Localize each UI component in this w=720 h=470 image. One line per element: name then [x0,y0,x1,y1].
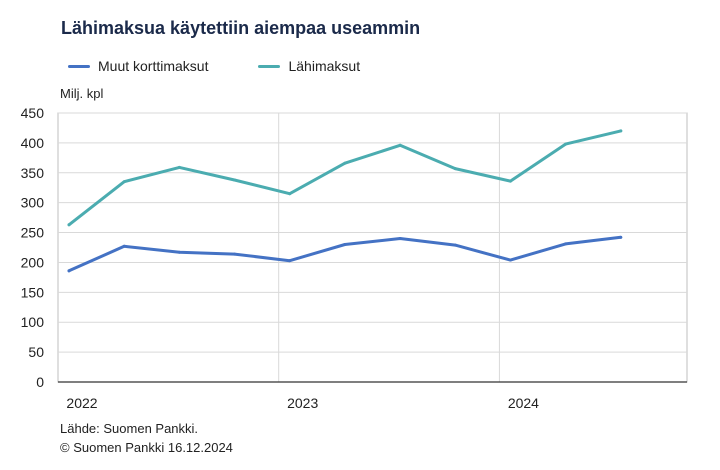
source-note: Lähde: Suomen Pankki. [60,421,199,436]
copyright-note: © Suomen Pankki 16.12.2024 [60,440,233,455]
data-point [564,142,568,146]
data-point [343,243,347,247]
legend-item: Muut korttimaksut [68,58,208,74]
data-point [508,258,512,262]
data-point [619,129,623,133]
data-point [122,180,126,184]
legend-swatch [68,64,90,68]
legend-item: Lähimaksut [258,58,360,74]
x-tick-label: 2023 [287,395,318,411]
legend: Muut korttimaksut Lähimaksut [68,58,360,74]
data-point [67,269,71,273]
series-line-muut-korttimaksut [67,235,623,273]
data-point [122,244,126,248]
chart-title: Lähimaksua käytettiin aiempaa useammin [61,18,421,38]
y-tick-label: 200 [21,254,45,270]
x-tick-label: 2024 [508,395,539,411]
y-tick-label: 100 [21,314,45,330]
y-tick-label: 50 [28,344,44,360]
data-point [398,237,402,241]
y-tick-label: 150 [21,284,45,300]
series-line-lahimaksut [67,129,623,227]
data-point [177,250,181,254]
data-point [398,143,402,147]
y-tick-label: 250 [21,225,45,241]
data-point [508,179,512,183]
legend-label: Muut korttimaksut [98,58,209,74]
y-tick-label: 0 [36,374,44,390]
data-point [453,243,457,247]
y-tick-label: 400 [21,135,45,151]
legend-swatch [258,64,281,68]
line-chart: 0 50 100 150 200 250 300 350 400 450 2022 2023 2024 [21,105,688,411]
y-tick-label: 300 [21,195,45,211]
x-tick-label: 2022 [66,395,97,411]
data-point [288,259,292,263]
y-axis-unit-label: Milj. kpl [60,86,104,101]
data-point [177,165,181,169]
legend-label: Lähimaksut [288,58,361,74]
data-point [619,235,623,239]
data-point [233,178,237,182]
data-point [67,223,71,227]
data-point [564,242,568,246]
y-tick-label: 450 [21,105,45,121]
data-point [453,167,457,171]
data-point [343,161,347,165]
data-point [288,192,292,196]
data-point [233,252,237,256]
y-tick-label: 350 [21,165,45,181]
